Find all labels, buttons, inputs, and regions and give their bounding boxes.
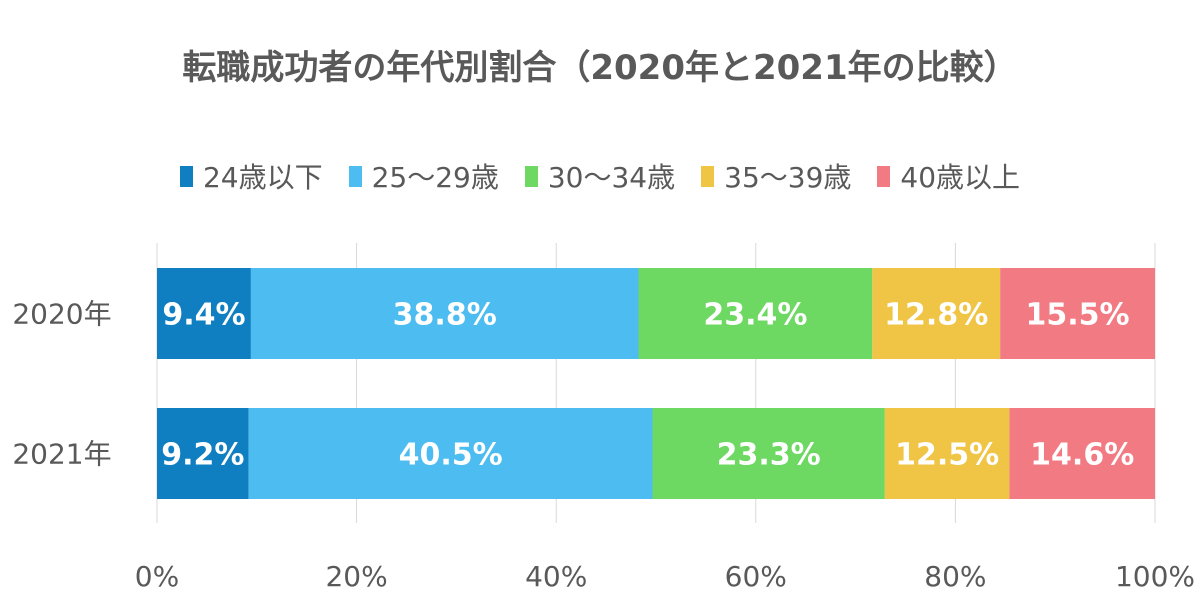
legend-item: 35〜39歳 (701, 156, 851, 196)
x-tick-label: 80% (924, 560, 986, 593)
data-label: 40.5% (399, 438, 503, 473)
legend-label: 30〜34歳 (547, 161, 676, 194)
legend: 24歳以下 25〜29歳 30〜34歳 35〜39歳 40歳以上 (0, 156, 1200, 196)
data-label: 9.2% (161, 438, 244, 473)
legend-swatch (877, 165, 891, 187)
legend-swatch (524, 165, 538, 187)
bar-segment (248, 408, 653, 499)
x-tick-label: 60% (725, 560, 787, 593)
data-label: 23.3% (717, 438, 821, 473)
data-label: 14.6% (1030, 438, 1134, 473)
data-label: 38.8% (393, 298, 497, 333)
data-label: 12.8% (884, 298, 988, 333)
legend-item: 40歳以上 (877, 156, 1020, 196)
legend-item: 30〜34歳 (524, 156, 676, 196)
legend-swatch (179, 165, 193, 187)
chart-title: 転職成功者の年代別割合（2020年と2021年の比較） (182, 48, 1018, 88)
bar-segment (638, 268, 873, 359)
legend-swatch (348, 165, 362, 187)
bar-segment (872, 268, 1001, 359)
data-label: 15.5% (1026, 298, 1130, 333)
bar-segment (652, 408, 885, 499)
legend-item: 24歳以下 (179, 156, 323, 196)
x-tick-label: 20% (325, 560, 387, 593)
bar-segment (157, 408, 249, 499)
data-label: 23.4% (703, 298, 807, 333)
bar-segment (250, 268, 639, 359)
legend-label: 40歳以上 (900, 161, 1021, 194)
category-label: 2020年 (12, 298, 111, 331)
legend-label: 24歳以下 (202, 161, 323, 194)
legend-label: 25〜29歳 (371, 161, 499, 194)
legend-swatch (701, 165, 715, 187)
legend-item: 25〜29歳 (348, 156, 499, 196)
x-tick-label: 40% (525, 560, 587, 593)
data-label: 9.4% (162, 298, 245, 333)
bar-segment (1000, 268, 1155, 359)
bar-segment (157, 268, 251, 359)
data-label: 12.5% (895, 438, 999, 473)
legend-label: 35〜39歳 (724, 161, 852, 194)
x-tick-label: 0% (135, 560, 179, 593)
bar-segment (884, 408, 1010, 499)
category-label: 2021年 (12, 438, 111, 471)
bar-segment (1009, 408, 1155, 499)
x-tick-label: 100% (1115, 560, 1195, 593)
